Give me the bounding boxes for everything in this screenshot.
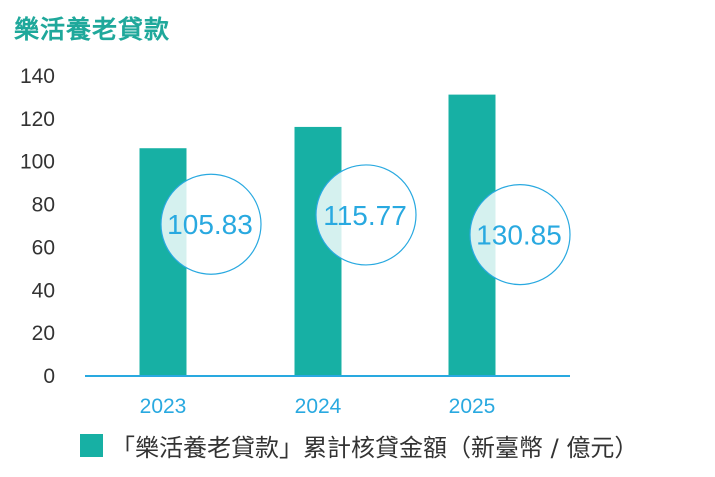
legend: 「樂活養老貸款」累計核貸金額（新臺幣 / 億元） — [80, 428, 638, 463]
y-tick-label: 20 — [32, 322, 55, 345]
y-tick-label: 80 — [32, 194, 55, 217]
data-label: 115.77 — [323, 200, 407, 231]
chart-title: 樂活養老貸款 — [14, 15, 171, 44]
y-tick-label: 120 — [20, 108, 55, 131]
x-tick-label: 2024 — [295, 395, 342, 418]
y-tick-label: 60 — [32, 236, 55, 259]
legend-swatch — [80, 434, 103, 457]
legend-label: 「樂活養老貸款」累計核貸金額（新臺幣 / 億元） — [111, 434, 639, 462]
x-tick-label: 2023 — [140, 395, 187, 418]
y-tick-label: 40 — [32, 279, 55, 302]
data-label-circle — [469, 184, 571, 286]
y-tick-label: 100 — [20, 151, 55, 174]
y-tick-label: 0 — [43, 365, 55, 388]
x-tick-label: 2025 — [449, 395, 496, 418]
data-label: 130.85 — [476, 220, 562, 251]
data-label-circle — [315, 164, 417, 266]
data-label-circle — [160, 173, 262, 275]
data-label: 105.83 — [167, 209, 253, 240]
y-tick-label: 140 — [20, 65, 55, 88]
